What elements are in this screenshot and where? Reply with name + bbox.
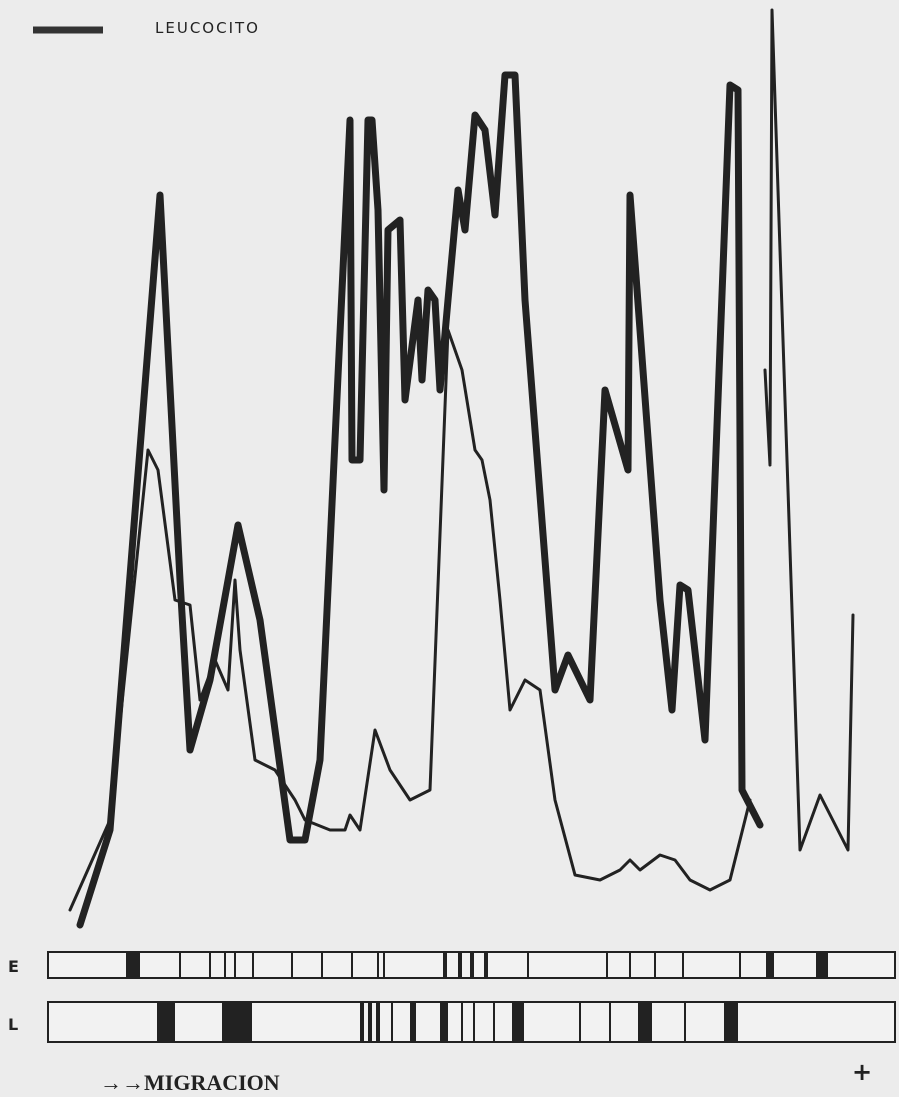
strip-label: L	[8, 1015, 18, 1034]
figure: LEUCOCITO E L →→MIGRACION +	[0, 0, 899, 1097]
strip-l	[48, 1002, 895, 1042]
strip-l-bands	[157, 1002, 738, 1042]
migration-label: →→MIGRACION	[100, 1070, 280, 1095]
strip-label: E	[8, 957, 19, 976]
pole-label: +	[852, 1058, 872, 1086]
legend-label: LEUCOCITO	[155, 19, 260, 37]
